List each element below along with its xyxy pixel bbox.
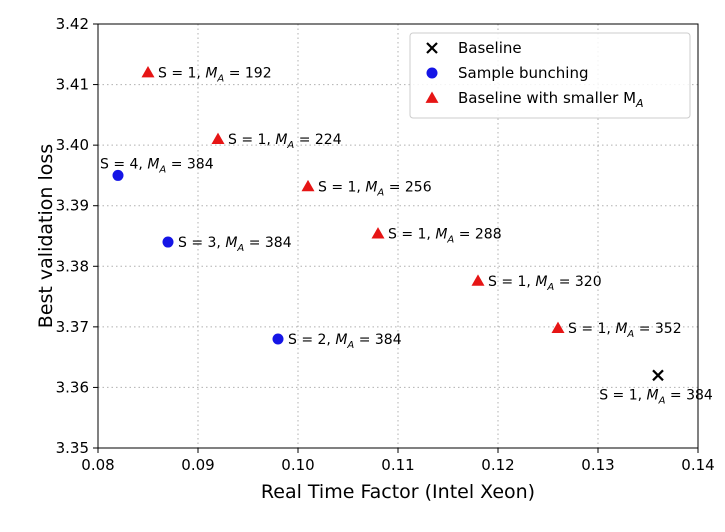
legend-label: Baseline xyxy=(458,39,522,57)
data-label: S = 4, MA = 384 xyxy=(100,156,214,175)
axis-ticks: 0.08 0.09 0.10 0.11 0.12 0.13 0.14 3.35 3.36 3.37… xyxy=(56,15,715,474)
point-triangle xyxy=(211,132,225,144)
y-tick-label: 3.36 xyxy=(56,378,89,396)
data-label: S = 1, MA = 352 xyxy=(568,321,682,340)
y-tick-label: 3.40 xyxy=(56,136,89,154)
x-tick-label: 0.10 xyxy=(281,456,314,474)
data-labels: S = 1, MA = 384 S = 4, MA = 384 S = 3, MA … xyxy=(100,65,713,406)
plot-frame xyxy=(97,23,699,449)
point-triangle xyxy=(471,274,485,286)
point-triangle xyxy=(551,321,565,333)
data-label: S = 1, MA = 384 xyxy=(599,387,713,406)
point-x xyxy=(652,369,664,382)
data-label: S = 2, MA = 384 xyxy=(288,332,402,351)
legend-label: Sample bunching xyxy=(458,64,589,82)
x-tick-label: 0.11 xyxy=(381,456,414,474)
data-label: S = 1, MA = 256 xyxy=(318,179,432,198)
point-triangle xyxy=(301,179,315,192)
point-circle xyxy=(162,236,174,248)
data-label: S = 1, MA = 320 xyxy=(488,274,602,293)
y-tick-label: 3.38 xyxy=(56,257,89,275)
data-label: S = 1, MA = 224 xyxy=(228,132,342,151)
y-tick-label: 3.37 xyxy=(56,318,89,336)
legend-label: Baseline with smaller MA xyxy=(458,89,644,110)
y-tick-label: 3.39 xyxy=(56,197,89,215)
x-tick-label: 0.09 xyxy=(181,456,214,474)
point-circle xyxy=(112,169,124,181)
y-tick-label: 3.35 xyxy=(56,439,89,457)
data-label: S = 3, MA = 384 xyxy=(178,235,292,254)
point-circle xyxy=(272,333,284,345)
legend-marker-triangle xyxy=(425,91,439,103)
y-tick-label: 3.42 xyxy=(56,15,89,33)
x-tick-label: 0.14 xyxy=(681,456,714,474)
x-tick-label: 0.08 xyxy=(81,456,114,474)
legend-marker-x xyxy=(426,42,438,54)
legend-box xyxy=(409,32,691,119)
point-triangle xyxy=(371,227,385,239)
x-axis-title: Real Time Factor (Intel Xeon) xyxy=(261,481,535,503)
data-label: S = 1, MA = 192 xyxy=(158,65,272,84)
x-tick-label: 0.13 xyxy=(581,456,614,474)
x-tick-label: 0.12 xyxy=(481,456,514,474)
data-label: S = 1, MA = 288 xyxy=(388,227,502,246)
legend-marker-circle xyxy=(426,67,438,79)
point-triangle xyxy=(141,65,155,78)
y-tick-label: 3.41 xyxy=(56,76,89,94)
legend: Baseline Sample bunching Baseline with sma… xyxy=(409,32,691,119)
y-axis-title: Best validation loss xyxy=(35,144,57,328)
data-points xyxy=(112,65,664,382)
